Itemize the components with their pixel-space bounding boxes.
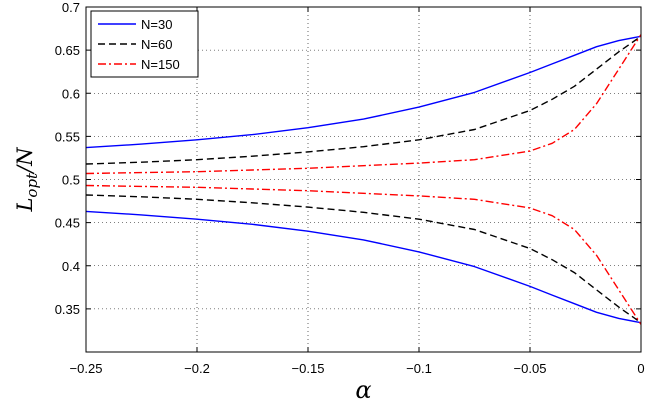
y-tick-label: 0.6 [62, 86, 80, 101]
x-axis-title: α [355, 376, 371, 404]
y-tick-label: 0.55 [55, 129, 80, 144]
x-tick-label: −0.15 [292, 361, 325, 376]
series-line-n30-lower [85, 210, 642, 324]
y-axis-title-subscript: opt [23, 172, 41, 198]
y-tick-label: 0.7 [62, 0, 80, 15]
x-tick-label: −0.25 [70, 361, 103, 376]
series-line-n60-lower [85, 194, 642, 324]
series-line-n60-upper [85, 35, 642, 165]
x-tick-label: −0.1 [406, 361, 432, 376]
x-tick-label: −0.2 [184, 361, 210, 376]
y-tick-label: 0.4 [62, 259, 80, 274]
x-tick-label: 0 [637, 361, 644, 376]
y-axis-title-main: L [13, 198, 37, 213]
series-line-n150-lower [85, 184, 642, 325]
y-tick-label: 0.65 [55, 43, 80, 58]
legend-label-n60: N=60 [141, 37, 172, 52]
legend-box [90, 10, 199, 78]
y-axis-title-tail: /N [13, 147, 37, 175]
y-tick-labels: 0.35 0.4 0.45 0.5 0.55 0.6 0.65 0.7 [55, 0, 80, 317]
axis-ticks [85, 6, 642, 352]
y-tick-label: 0.35 [55, 302, 80, 317]
y-tick-label: 0.5 [62, 173, 80, 188]
legend: N=30 N=60 N=150 [90, 10, 199, 78]
series-lines [85, 34, 642, 325]
y-axis-title: Lopt/N [13, 147, 41, 213]
x-tick-labels: −0.25 −0.2 −0.15 −0.1 −0.05 0 [70, 361, 645, 376]
series-line-n30-upper [85, 35, 642, 149]
x-tick-label: −0.05 [514, 361, 547, 376]
y-tick-label: 0.45 [55, 216, 80, 231]
legend-label-n30: N=30 [141, 17, 172, 32]
legend-label-n150: N=150 [141, 57, 180, 72]
series-line-n150-upper [85, 34, 642, 175]
